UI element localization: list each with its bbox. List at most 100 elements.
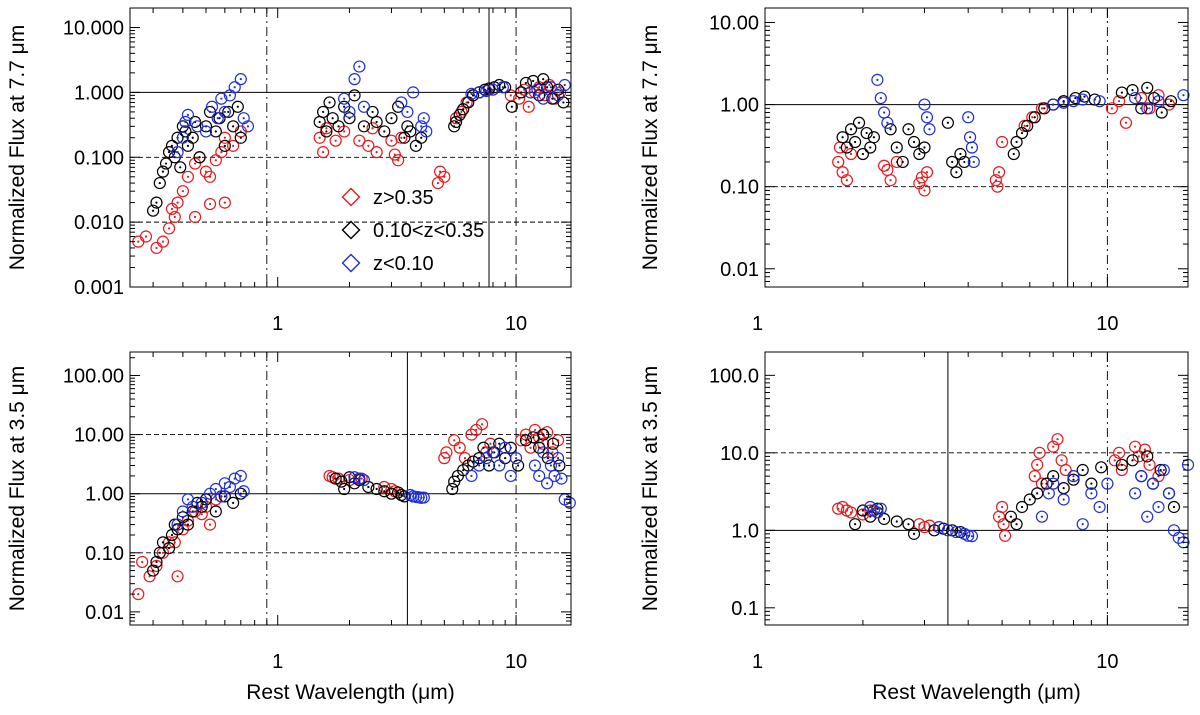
point-dot: [463, 457, 467, 460]
point-ring: [918, 98, 931, 111]
point-dot: [1140, 475, 1143, 478]
point-dot: [556, 457, 560, 460]
point-ring: [234, 469, 247, 483]
point-ring: [473, 452, 486, 465]
point-dot: [538, 474, 541, 478]
data-point: [1157, 463, 1170, 477]
point-dot: [861, 509, 864, 512]
data-point: [237, 485, 250, 498]
point-dot: [1146, 455, 1149, 458]
data-point: [222, 105, 235, 119]
point-ring: [962, 529, 975, 542]
data-point: [519, 434, 533, 447]
point-ring: [466, 455, 480, 468]
data-point: [313, 131, 326, 144]
point-dot: [462, 108, 465, 111]
point-dot: [1167, 103, 1171, 106]
point-dot: [1056, 438, 1059, 441]
data-point: [475, 418, 489, 431]
point-dot: [556, 94, 560, 97]
point-dot: [137, 240, 140, 243]
point-dot: [1003, 534, 1007, 537]
data-point: [1164, 95, 1178, 108]
data-point: [958, 155, 971, 169]
point-ring: [884, 123, 897, 136]
legend-item: z>0.35: [341, 187, 434, 209]
data-point: [856, 508, 869, 521]
x-tick-label: 10: [1096, 651, 1118, 673]
y-tick-label: 0.01: [85, 602, 124, 624]
point-ring: [176, 131, 189, 144]
point-ring: [366, 122, 379, 135]
point-dot: [220, 97, 223, 100]
data-point: [496, 81, 509, 94]
point-ring: [453, 441, 466, 454]
legend-item: z<0.10: [341, 253, 434, 275]
point-dot: [1133, 445, 1137, 448]
data-point: [1101, 477, 1114, 490]
point-ring: [1138, 443, 1151, 456]
point-ring: [958, 155, 971, 169]
data-point: [168, 210, 181, 224]
point-dot: [358, 139, 361, 142]
point-ring: [840, 141, 853, 154]
point-dot: [414, 144, 418, 147]
point-dot: [328, 101, 331, 104]
point-ring: [1152, 95, 1165, 108]
point-dot: [562, 101, 565, 104]
legend-label: z<0.10: [373, 253, 434, 275]
point-dot: [970, 535, 974, 538]
point-dot: [325, 127, 328, 130]
y-tick-label: 10.000: [63, 18, 124, 40]
data-point: [954, 147, 967, 161]
point-ring: [902, 518, 915, 531]
data-point: [357, 120, 371, 133]
data-point: [466, 455, 480, 468]
point-ring: [234, 131, 247, 144]
point-dot: [198, 156, 201, 159]
point-dot: [480, 423, 484, 426]
point-ring: [531, 83, 544, 96]
point-ring: [482, 459, 496, 472]
data-point: [1095, 461, 1108, 474]
point-dot: [456, 474, 459, 478]
point-dot: [1146, 515, 1149, 518]
legend-item: 0.10<z<0.35: [341, 220, 484, 242]
data-point: [1069, 91, 1082, 105]
data-point: [156, 165, 170, 178]
point-dot: [849, 128, 853, 131]
point-dot: [1162, 468, 1165, 472]
point-dot: [141, 560, 144, 564]
point-ring: [420, 125, 433, 138]
point-ring: [353, 472, 366, 485]
data-point: [1132, 450, 1145, 463]
point-dot: [467, 101, 470, 104]
data-point: [392, 486, 405, 499]
point-dot: [1012, 152, 1015, 156]
point-ring: [362, 480, 375, 494]
point-dot: [997, 515, 1001, 518]
data-point: [544, 81, 558, 94]
point-ring: [320, 122, 333, 135]
point-dot: [478, 457, 481, 460]
point-dot: [208, 492, 212, 495]
point-dot: [972, 160, 975, 164]
point-ring: [385, 487, 398, 500]
point-dot: [946, 529, 950, 532]
plot-frame: [764, 351, 1189, 626]
point-dot: [390, 492, 393, 495]
point-dot: [482, 446, 485, 449]
data-point: [1152, 500, 1165, 514]
y-axis-label: Normalized Flux at 7.7 μm: [6, 25, 29, 271]
point-dot: [1020, 505, 1024, 509]
point-ring: [218, 490, 231, 503]
point-dot: [1023, 124, 1026, 127]
data-point: [150, 241, 163, 255]
point-dot: [498, 442, 501, 445]
point-dot: [167, 547, 171, 550]
data-point: [348, 89, 361, 102]
point-ring: [357, 473, 371, 487]
point-ring: [1040, 477, 1053, 490]
data-point: [553, 459, 566, 472]
point-ring: [195, 500, 208, 513]
